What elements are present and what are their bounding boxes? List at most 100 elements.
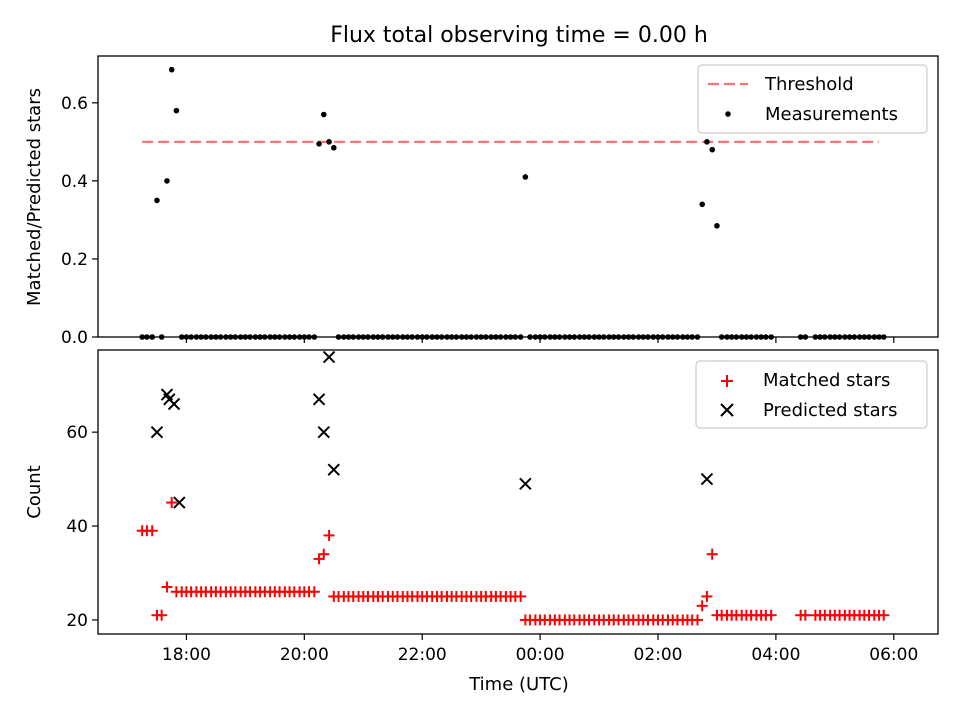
measurement-point <box>379 334 386 340</box>
measurement-point <box>802 334 809 340</box>
matched-star-point <box>765 609 777 621</box>
measurement-point <box>198 334 204 340</box>
top-y-tick-label: 0.4 <box>61 172 88 192</box>
measurement-point <box>738 334 745 340</box>
matched-star-point <box>701 590 713 602</box>
predicted-star-point <box>327 463 340 476</box>
matched-star-point <box>878 609 890 621</box>
matched-star-point <box>323 529 335 541</box>
measurement-point <box>728 334 735 340</box>
measurement-point <box>665 334 671 340</box>
measurement-point <box>822 334 828 340</box>
measurement-point <box>232 334 239 340</box>
measurement-point <box>164 178 170 184</box>
x-axis-label: Time (UTC) <box>468 674 569 695</box>
measurement-point <box>512 334 519 340</box>
measurement-point <box>497 334 504 340</box>
measurement-point <box>876 334 882 340</box>
measurement-point <box>753 334 760 340</box>
measurement-point <box>276 334 283 340</box>
measurement-point <box>650 334 657 340</box>
measurement-point <box>861 334 868 340</box>
measurement-point <box>645 334 651 340</box>
measurement-point <box>621 334 627 340</box>
measurement-point <box>836 334 843 340</box>
measurement-point <box>832 334 838 340</box>
legend-threshold-label: Threshold <box>764 74 854 95</box>
measurement-point <box>458 334 465 340</box>
measurement-point <box>689 334 695 340</box>
predicted-star-point <box>700 472 714 486</box>
measurement-point <box>851 334 858 340</box>
measurement-point <box>709 146 716 153</box>
matched-star-point <box>313 553 325 565</box>
measurement-point <box>630 334 637 340</box>
measurement-point <box>600 334 607 340</box>
top-legend: Threshold Measurements <box>697 64 928 134</box>
measurement-point <box>871 334 878 340</box>
measurement-point <box>282 334 288 340</box>
measurement-point <box>213 334 219 340</box>
measurement-point <box>330 144 337 151</box>
legend-predicted-label: Predicted stars <box>763 400 897 421</box>
measurement-point <box>326 139 332 145</box>
matched-star-point <box>156 609 168 621</box>
measurement-point <box>522 174 529 180</box>
measurement-point <box>375 334 381 340</box>
measurement-point <box>301 334 308 340</box>
measurement-point <box>429 334 436 340</box>
measurement-point <box>208 334 214 340</box>
measurement-point <box>797 334 804 340</box>
x-tick-label: 22:00 <box>398 645 447 665</box>
matched-star-point <box>146 525 158 537</box>
matched-star-point <box>799 609 811 621</box>
measurement-point <box>562 334 568 340</box>
measurement-point <box>699 201 706 208</box>
measurement-point <box>880 334 887 340</box>
measurement-point <box>493 334 499 340</box>
x-tick-label: 00:00 <box>516 645 565 665</box>
matched-star-point <box>166 497 178 509</box>
x-tick-label: 20:00 <box>280 645 329 665</box>
measurement-point <box>424 334 430 340</box>
bottom-legend: Matched stars Predicted stars <box>695 360 928 429</box>
measurement-point <box>571 334 578 340</box>
measurement-point <box>655 334 661 340</box>
measurement-point <box>242 334 249 340</box>
measurement-point <box>591 334 598 340</box>
measurement-point <box>704 139 710 145</box>
measurement-point <box>812 334 819 340</box>
matched-star-point <box>318 548 330 560</box>
measurement-point <box>188 334 194 340</box>
measurement-point <box>203 334 209 340</box>
bottom-y-tick-label: 40 <box>66 517 88 537</box>
measurement-point <box>272 334 278 340</box>
x-tick-label: 04:00 <box>751 645 800 665</box>
matched-star-point <box>691 614 703 626</box>
measurement-point <box>733 334 740 340</box>
measurement-point <box>827 334 833 340</box>
measurement-point <box>581 334 588 340</box>
predicted-star-point <box>519 477 532 490</box>
measurement-point <box>144 334 150 340</box>
measurement-point <box>311 334 318 340</box>
measurement-point <box>306 334 312 340</box>
predicted-star-point <box>173 496 186 509</box>
legend-measurements-swatch <box>725 111 731 117</box>
measurement-point <box>370 334 377 340</box>
measurement-point <box>566 334 573 340</box>
predicted-star-point <box>150 425 164 439</box>
predicted-star-point <box>167 397 181 411</box>
measurement-point <box>237 334 244 340</box>
measurement-point <box>296 334 303 340</box>
top-y-tick-label: 0.6 <box>61 94 88 114</box>
measurement-point <box>768 334 774 340</box>
matched-star-point <box>706 548 718 560</box>
matched-star-point <box>308 586 320 598</box>
x-tick-label: 18:00 <box>162 645 211 665</box>
legend-matched-swatch <box>721 375 733 387</box>
bottom-y-label: Count <box>24 465 45 518</box>
measurement-point <box>217 334 224 340</box>
measurement-point <box>291 334 298 340</box>
